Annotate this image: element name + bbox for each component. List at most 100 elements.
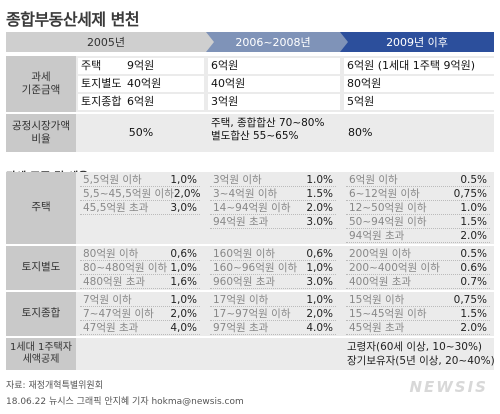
land-sep-label: 토지별도 [6,246,76,290]
rate-bracket: 200~400억원 이하 [349,262,440,274]
land-comp-panel [6,292,494,336]
land-sep-panel [6,246,494,290]
rate-bracket: 17억원 이하 [213,294,269,306]
rate-row: 960억원 초과 3.0% [210,275,336,289]
rate-bracket: 15억원 이하 [349,294,405,306]
rate-value: 2.0% [460,321,487,334]
rate-value: 0.5% [460,247,487,260]
rate-row: 14~94억원 이하 2.0% [210,201,336,215]
rate-row: 15억원 이하 0,75% [346,293,490,307]
rate-row: 94억원 초과 3.0% [210,215,336,229]
rate-value: 1,0% [306,293,333,306]
rate-bracket: 97억원 초과 [213,322,269,334]
rate-bracket: 200억원 이하 [349,248,412,260]
rate-row: 3~4억원 이하 1.5% [210,187,336,201]
base-2005-row: 토지종합 6억원 [78,94,204,110]
base-2005-type: 토지별도 [81,77,122,91]
fair-label: 공정시장가액 비율 [6,114,76,152]
rate-row: 45억원 초과 2.0% [346,321,490,335]
base-2005-row: 주택 9억원 [78,58,204,74]
rate-bracket: 480억원 초과 [83,276,146,288]
rate-row: 5,5억원 이하 1,0% [80,173,200,187]
rate-bracket: 3~4억원 이하 [213,188,278,200]
rate-value: 1.5% [460,307,487,320]
rate-row: 5,5~45,5억원 이하 2,0% [80,187,201,201]
house-panel [6,172,494,244]
rate-value: 3.0% [306,215,333,228]
base-2005-amount: 9억원 [127,59,155,73]
base-2005-amount: 40억원 [127,77,162,91]
base-y2006-row: 3억원 [208,94,340,110]
rate-bracket: 80~480억원 이하 [83,262,168,274]
rate-value: 1.5% [460,215,487,228]
rate-bracket: 50~94억원 이하 [349,216,427,228]
rate-value: 3,0% [170,201,197,214]
page-title: 종합부동산세제 변천 [6,10,140,29]
rate-row: 80억원 이하 0,6% [80,247,200,261]
base-y2006-row: 40억원 [208,76,340,92]
rate-row: 200~400억원 이하 0.6% [346,261,490,275]
base-y2009-row: 5억원 [344,94,494,110]
header-2005: 2005년 [6,32,206,52]
rate-bracket: 17~97억원 이하 [213,308,291,320]
rate-value: 0,6% [306,247,333,260]
rate-value: 3.0% [306,275,333,288]
rate-value: 0,75% [453,293,487,306]
rate-row: 50~94억원 이하 1.5% [346,215,490,229]
deduction-panel [6,338,494,370]
rate-value: 1.0% [460,201,487,214]
rate-bracket: 5,5억원 이하 [83,174,142,186]
house-label: 주택 [6,172,76,244]
header-2009-after: 2009년 이후 [340,32,494,52]
rate-row: 17~97억원 이하 2,0% [210,307,336,321]
rate-value: 1.0% [306,173,333,186]
deduction-line-2: 장기보유자(5년 이상, 20~40%) [347,355,495,367]
rate-bracket: 45억원 초과 [349,322,405,334]
rate-row: 80~480억원 이하 1,0% [80,261,200,275]
rate-row: 17억원 이하 1,0% [210,293,336,307]
rate-value: 1,0% [306,261,333,274]
deduction-label: 1세대 1주택자 세액공제 [6,338,76,370]
rate-value: 1.5% [306,187,333,200]
rate-value: 2,0% [170,307,197,320]
rate-row: 6억원 이하 0.5% [346,173,490,187]
land-comp-label: 토지종합 [6,292,76,336]
rate-bracket: 15~45억원 이하 [349,308,427,320]
deduction-line-1: 고령자(60세 이상, 10~30%) [347,341,483,353]
rate-value: 2.0% [460,229,487,242]
base-2005-type: 토지종합 [81,95,122,109]
rate-value: 1,6% [170,275,197,288]
footer-credit: 18.06.22 뉴시스 그래픽 안지혜 기자 hokma@newsis.com [6,397,244,407]
rate-value: 0,6% [170,247,197,260]
rate-bracket: 94억원 초과 [349,230,405,242]
rate-value: 2,0% [173,187,201,200]
rate-row: 97억원 초과 4.0% [210,321,336,335]
rate-row: 15~45억원 이하 1.5% [346,307,490,321]
base-2005-row: 토지별도 40억원 [78,76,204,92]
rate-row: 160~96억원 이하 1,0% [210,261,336,275]
rate-value: 1,0% [170,261,197,274]
rate-bracket: 7억원 이하 [83,294,132,306]
fair-2005: 50% [78,114,204,152]
rate-row: 200억원 이하 0.5% [346,247,490,261]
rate-bracket: 160억원 이하 [213,248,276,260]
rate-value: 4.0% [306,321,333,334]
rate-bracket: 94억원 초과 [213,216,269,228]
rate-bracket: 7~47억원 이하 [83,308,154,320]
rate-row: 47억원 초과 4,0% [80,321,200,335]
rate-bracket: 12~50억원 이하 [349,202,427,214]
rate-bracket: 400억원 초과 [349,276,412,288]
rate-bracket: 5,5~45,5억원 이하 [83,188,174,200]
rate-bracket: 3억원 이하 [213,174,262,186]
base-y2009-row: 80억원 [344,76,494,92]
rate-bracket: 14~94억원 이하 [213,202,291,214]
base-label: 과세 기준금액 [6,56,76,112]
rate-value: 1,0% [170,173,197,186]
newsis-logo: NEWSIS [409,378,488,396]
header-2006-2008: 2006~2008년 [206,32,340,52]
rate-row: 6~12억원 이하 0,75% [346,187,490,201]
rate-value: 2.0% [306,201,333,214]
rate-value: 0,75% [453,187,487,200]
rate-bracket: 160~96억원 이하 [213,262,298,274]
rate-bracket: 960억원 초과 [213,276,276,288]
